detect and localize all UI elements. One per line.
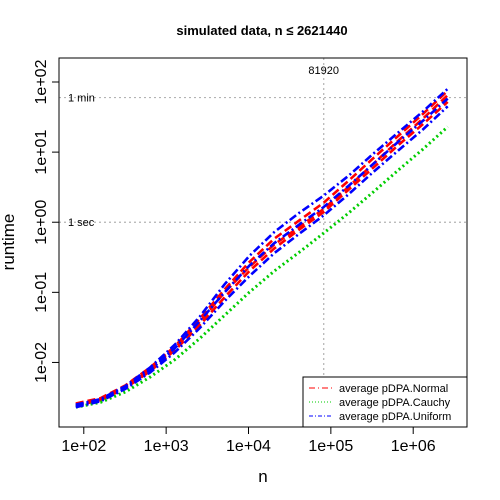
series-line-3 (75, 125, 449, 409)
series-line-4 (75, 87, 449, 406)
legend-label-1: average pDPA.Cauchy (339, 397, 451, 409)
ref-label-1-min: 1 min (68, 93, 95, 105)
y-axis: 1e-02 1e-01 1e+00 1e+01 1e+02 (33, 59, 60, 383)
x-tick-label-4: 1e+06 (391, 438, 436, 455)
chart-title: simulated data, n ≤ 2621440 (176, 23, 347, 38)
y-tick-label-2: 1e+00 (33, 200, 50, 245)
y-tick-label-0: 1e-02 (33, 342, 50, 383)
x-tick-label-0: 1e+02 (61, 438, 106, 455)
x-axis-title: n (258, 467, 267, 486)
series-line-1 (75, 100, 449, 408)
legend-label-0: average pDPA.Normal (339, 383, 448, 395)
legend: average pDPA.Normal average pDPA.Cauchy av… (302, 376, 468, 428)
ref-label-1-sec: 1 sec (68, 217, 95, 229)
series-line-6 (75, 105, 449, 409)
x-tick-label-2: 1e+04 (226, 438, 271, 455)
y-axis-title: runtime (0, 214, 18, 271)
y-tick-label-4: 1e+02 (33, 59, 50, 104)
reference-lines: 1 min 1 sec 81920 (59, 58, 467, 427)
legend-label-2: average pDPA.Uniform (339, 411, 451, 423)
x-axis: 1e+02 1e+03 1e+04 1e+05 1e+06 (61, 426, 436, 455)
x-tick-label-3: 1e+05 (308, 438, 353, 455)
plot-frame (58, 57, 468, 428)
y-tick-label-1: 1e-01 (33, 272, 50, 313)
y-tick-label-3: 1e+01 (33, 130, 50, 175)
series-line-5 (75, 97, 449, 408)
ref-label-81920: 81920 (308, 65, 339, 77)
series-lines (75, 87, 449, 409)
series-line-2 (75, 89, 449, 405)
x-tick-label-1: 1e+03 (144, 438, 189, 455)
